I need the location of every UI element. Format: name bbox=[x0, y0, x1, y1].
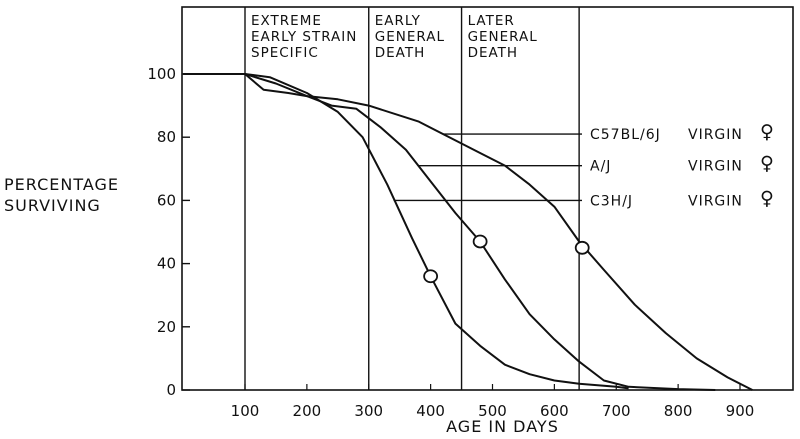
y-tick-label: 40 bbox=[157, 255, 176, 273]
x-tick-label: 900 bbox=[726, 402, 755, 420]
median-survival-marker bbox=[574, 240, 590, 255]
x-tick-label: 500 bbox=[478, 402, 507, 420]
y-tick-label: 0 bbox=[166, 381, 176, 399]
phase-label: EARLY STRAIN bbox=[251, 29, 357, 45]
x-tick-label: 100 bbox=[231, 402, 260, 420]
x-axis-title: AGE IN DAYS bbox=[446, 417, 559, 436]
female-symbol-icon: ♀ bbox=[760, 153, 774, 175]
x-tick-label: 600 bbox=[540, 402, 569, 420]
median-survival-marker bbox=[423, 269, 439, 284]
series-status-label: VIRGIN bbox=[688, 127, 743, 143]
y-tick-label: 80 bbox=[157, 128, 176, 146]
x-tick-label: 800 bbox=[664, 402, 693, 420]
series-status-label: VIRGIN bbox=[688, 159, 743, 175]
series-name-label: A/J bbox=[590, 159, 611, 175]
median-survival-marker bbox=[472, 234, 488, 249]
series-status-label: VIRGIN bbox=[688, 193, 743, 209]
x-tick-label: 400 bbox=[416, 402, 445, 420]
x-tick-label: 200 bbox=[293, 402, 322, 420]
female-symbol-icon: ♀ bbox=[760, 187, 774, 209]
survival-curve-c57bl-6j bbox=[244, 73, 753, 391]
survival-curve-a-j bbox=[244, 73, 716, 391]
phase-label: SPECIFIC bbox=[251, 45, 319, 61]
survival-curve-c3h-j bbox=[183, 73, 629, 390]
y-tick-label: 100 bbox=[147, 65, 176, 83]
phase-label: LATER bbox=[468, 13, 515, 29]
phase-label: DEATH bbox=[375, 45, 426, 61]
y-axis-title: SURVIVING bbox=[4, 196, 101, 215]
series-name-label: C57BL/6J bbox=[590, 127, 661, 143]
phase-label: EXTREME bbox=[251, 13, 322, 29]
phase-label: GENERAL bbox=[375, 29, 445, 45]
y-tick-label: 60 bbox=[157, 191, 176, 209]
x-tick-label: 300 bbox=[354, 402, 383, 420]
phase-label: GENERAL bbox=[468, 29, 538, 45]
phase-label: DEATH bbox=[468, 45, 519, 61]
phase-label: EARLY bbox=[375, 13, 421, 29]
female-symbol-icon: ♀ bbox=[760, 121, 774, 143]
plot-frame bbox=[181, 6, 794, 391]
y-axis-title: PERCENTAGE bbox=[4, 175, 119, 194]
series-name-label: C3H/J bbox=[590, 193, 633, 209]
y-tick-label: 20 bbox=[157, 318, 176, 336]
x-tick-label: 700 bbox=[602, 402, 631, 420]
